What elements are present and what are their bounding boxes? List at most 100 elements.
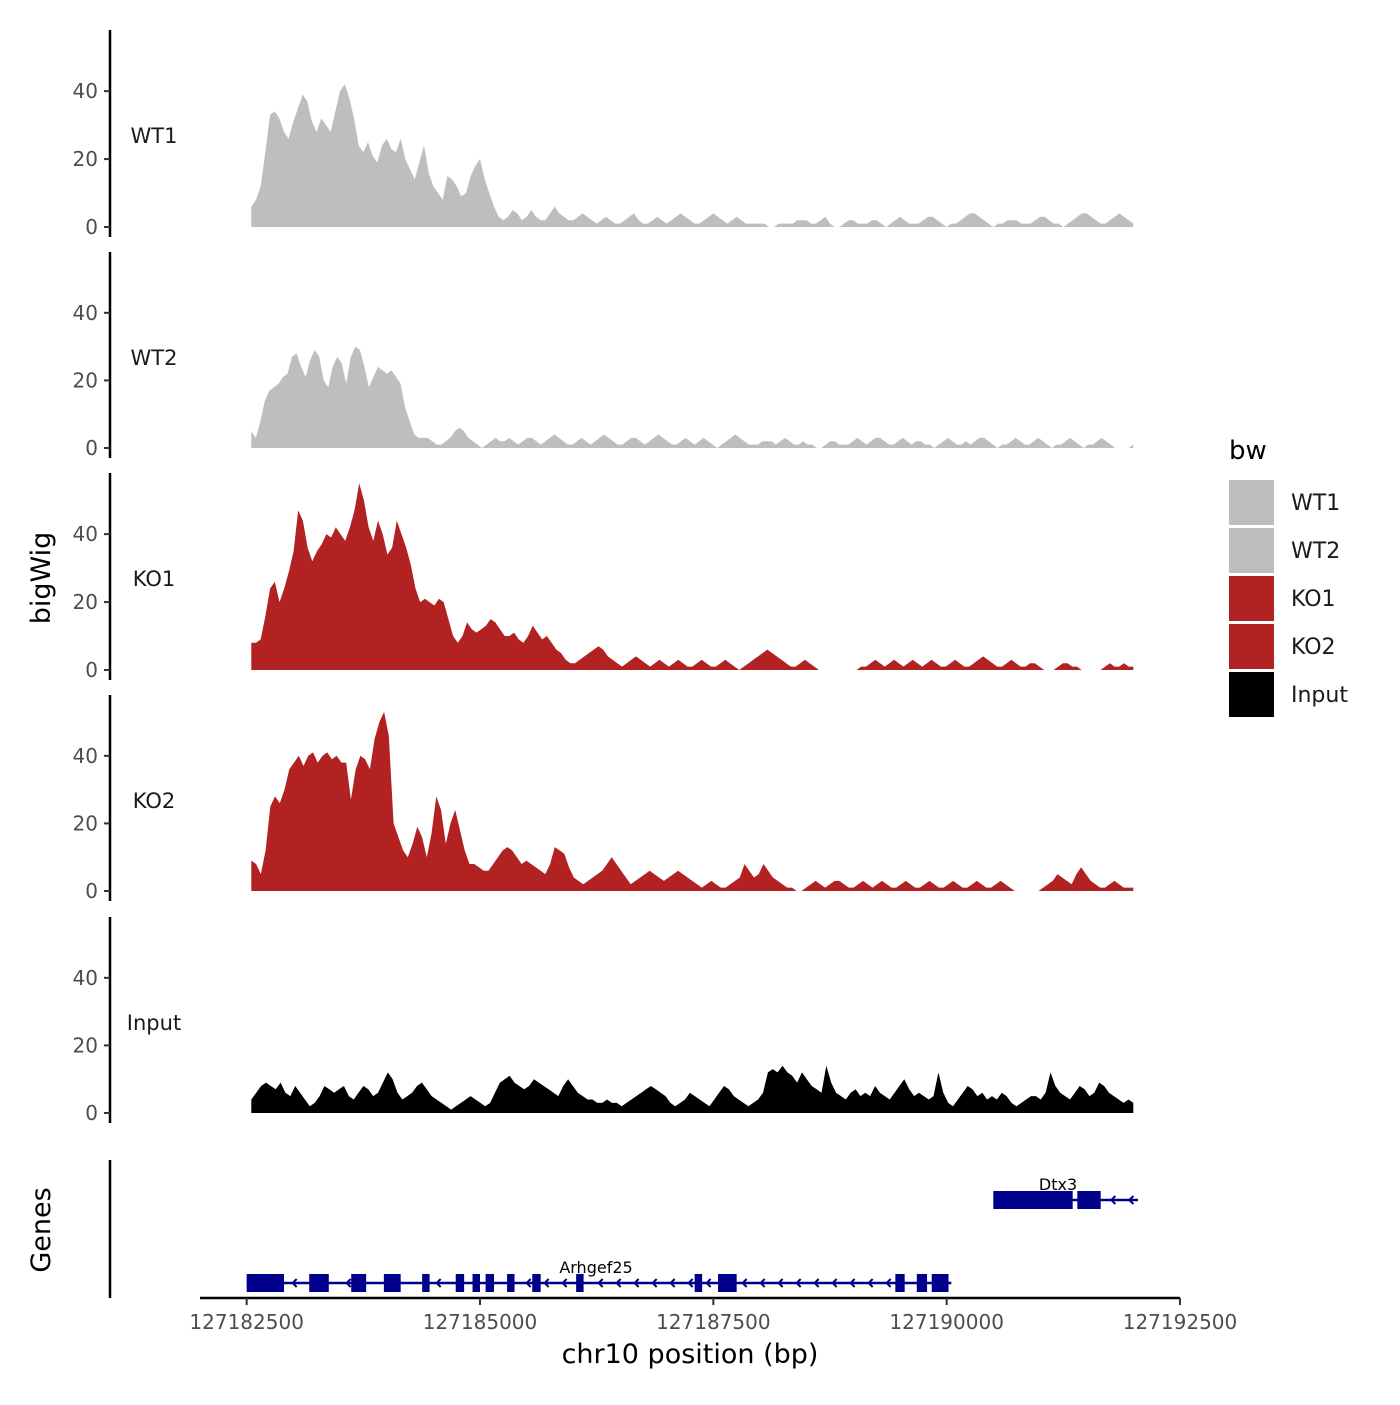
track-ko1: 0 20 40 KO1 — [73, 473, 1134, 682]
exon-3 — [351, 1274, 367, 1292]
track-wt2: 0 20 40 WT2 — [73, 252, 1134, 460]
y-tick-label-20: 20 — [73, 590, 98, 614]
y-tick-label-0: 0 — [85, 215, 98, 239]
genes-axis-title: Genes — [26, 1187, 57, 1272]
exon-11 — [576, 1274, 584, 1292]
y-axis-title: bigWig — [26, 532, 57, 625]
x-tick-label-2: 127187500 — [656, 1310, 771, 1334]
x-tick-label-3: 127190000 — [889, 1310, 1004, 1334]
exon-2 — [309, 1274, 329, 1292]
strand-arrow — [705, 1278, 712, 1288]
strand-arrow — [1127, 1195, 1135, 1205]
track-wt1: 0 20 40 WT1 — [73, 30, 1134, 239]
strand-arrow — [561, 1278, 568, 1288]
y-tick-label-20: 20 — [73, 811, 98, 835]
area-input — [251, 1065, 1134, 1113]
exon-12 — [694, 1274, 703, 1292]
legend-label-wt2: WT2 — [1291, 539, 1340, 564]
track-input: 0 20 40 Input — [73, 917, 1134, 1125]
legend-label-wt1: WT1 — [1291, 491, 1340, 516]
strand-arrow — [633, 1278, 640, 1288]
exon-7 — [472, 1274, 480, 1292]
exon-2 — [1040, 1191, 1073, 1209]
x-tick-label-1: 127185000 — [423, 1310, 538, 1334]
strand-arrow — [831, 1278, 838, 1288]
x-tick-label-4: 127192500 — [1123, 1310, 1238, 1334]
y-tick-label-40: 40 — [73, 301, 98, 325]
track-label-input: Input — [127, 1011, 181, 1035]
strand-arrow — [615, 1278, 622, 1288]
genes-layer: Dtx3 Arhgef25 — [108, 1160, 1138, 1298]
track-ko2: 0 20 40 KO2 — [73, 695, 1134, 903]
exon-5 — [422, 1274, 430, 1292]
y-tick-label-0: 0 — [85, 879, 98, 903]
x-tick-label-0: 127182500 — [189, 1310, 304, 1334]
strand-arrow — [543, 1278, 550, 1288]
track-label-wt2: WT2 — [131, 346, 178, 370]
y-tick-label-20: 20 — [73, 368, 98, 392]
exon-15 — [916, 1274, 928, 1292]
exon-6 — [455, 1274, 465, 1292]
exon-16 — [931, 1274, 949, 1292]
gene-dtx3: Dtx3 — [993, 1175, 1138, 1209]
exon-10 — [532, 1274, 541, 1292]
exon-9 — [507, 1274, 515, 1292]
exon-1 — [993, 1191, 1040, 1209]
track-label-wt1: WT1 — [131, 124, 178, 148]
area-ko2 — [251, 711, 1134, 891]
strand-arrow — [741, 1278, 748, 1288]
gene-label-dtx3: Dtx3 — [1039, 1175, 1077, 1194]
strand-arrow — [777, 1278, 784, 1288]
strand-arrow — [867, 1278, 874, 1288]
legend: bw WT1 WT2 KO1 KO2 Input — [1229, 436, 1348, 717]
y-tick-label-40: 40 — [73, 966, 98, 990]
strand-arrow — [669, 1278, 676, 1288]
legend-key-ko1 — [1229, 576, 1274, 621]
legend-title: bw — [1229, 436, 1267, 466]
area-wt2 — [251, 346, 1134, 448]
exon-1 — [246, 1274, 284, 1292]
legend-key-wt1 — [1229, 480, 1274, 525]
gene-label-arhgef25: Arhgef25 — [559, 1258, 632, 1277]
legend-key-ko2 — [1229, 624, 1274, 669]
strand-arrow — [1109, 1195, 1117, 1205]
y-tick-label-20: 20 — [73, 1033, 98, 1057]
strand-arrow — [813, 1278, 820, 1288]
strand-arrow — [291, 1278, 298, 1288]
strand-arrow — [795, 1278, 802, 1288]
track-label-ko2: KO2 — [133, 789, 176, 813]
y-tick-label-0: 0 — [85, 436, 98, 460]
y-tick-label-0: 0 — [85, 1101, 98, 1125]
strand-arrow — [435, 1278, 442, 1288]
strand-arrow — [345, 1278, 352, 1288]
strand-arrow — [597, 1278, 604, 1288]
strand-arrow — [525, 1278, 532, 1288]
area-wt1 — [251, 84, 1134, 227]
legend-key-input — [1229, 672, 1274, 717]
strand-arrow — [759, 1278, 766, 1288]
legend-key-wt2 — [1229, 528, 1274, 573]
y-tick-label-0: 0 — [85, 658, 98, 682]
y-tick-label-40: 40 — [73, 79, 98, 103]
exon-14 — [895, 1274, 905, 1292]
gene-arhgef25: Arhgef25 — [246, 1258, 952, 1292]
strand-arrow — [885, 1278, 892, 1288]
y-tick-label-20: 20 — [73, 147, 98, 171]
x-axis-title: chr10 position (bp) — [562, 1339, 819, 1370]
strand-arrow — [687, 1278, 694, 1288]
exon-13 — [718, 1274, 737, 1292]
tracks-layer: 0 20 40 WT1 0 20 40 WT2 0 20 40 KO1 0 20 40 KO2 0 20 40 Inp… — [73, 30, 1134, 1125]
exon-4 — [383, 1274, 401, 1292]
legend-label-ko2: KO2 — [1291, 635, 1336, 660]
y-tick-label-40: 40 — [73, 522, 98, 546]
x-axis: 127182500 127185000 127187500 127190000 1271… — [189, 1296, 1238, 1334]
strand-arrow — [651, 1278, 658, 1288]
strand-arrow — [849, 1278, 856, 1288]
exon-8 — [485, 1274, 494, 1292]
exon-3 — [1077, 1191, 1101, 1209]
y-tick-label-40: 40 — [73, 744, 98, 768]
legend-label-ko1: KO1 — [1291, 587, 1336, 612]
area-ko1 — [251, 483, 1134, 670]
